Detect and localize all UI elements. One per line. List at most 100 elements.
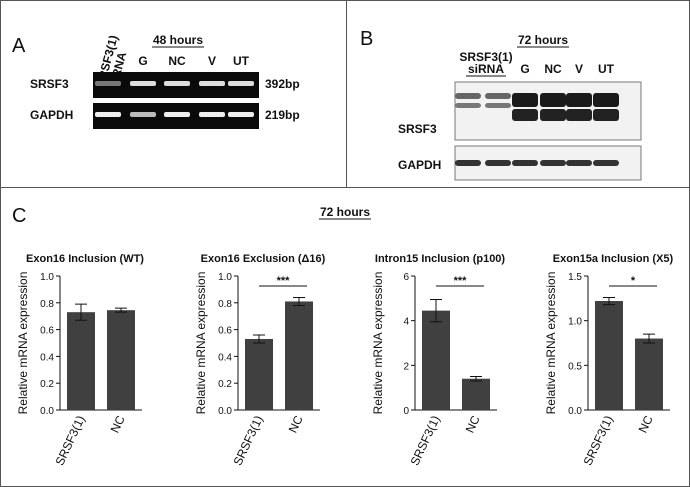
- error-bar: [75, 303, 87, 321]
- band: [593, 109, 619, 121]
- band: [485, 93, 511, 99]
- bar: [595, 301, 623, 410]
- y-tick-label: 0.0: [218, 406, 232, 417]
- bands: [455, 93, 619, 166]
- y-tick-label: 2: [403, 361, 409, 372]
- y-tick-label: 0.8: [40, 299, 54, 310]
- y-tick-label: 1.5: [568, 272, 582, 283]
- band: [164, 112, 190, 117]
- error-bar: [115, 307, 127, 313]
- band: [228, 112, 254, 117]
- y-tick-label: 0.2: [40, 379, 54, 390]
- x-tick-label: NC: [286, 413, 306, 435]
- band: [199, 112, 225, 117]
- lane-label: UT: [598, 62, 615, 76]
- band: [540, 160, 566, 166]
- band: [455, 93, 481, 99]
- lane-label: NC: [168, 54, 186, 68]
- band: [95, 112, 121, 117]
- y-tick-label: 0.4: [40, 352, 54, 363]
- lane-label: SRSF3(1): [459, 50, 512, 64]
- lane-label: V: [208, 54, 216, 68]
- y-tick-label: 0.2: [218, 379, 232, 390]
- lane-label: G: [520, 62, 529, 76]
- y-axis-label: Relative mRNA expression: [371, 272, 385, 415]
- band: [485, 160, 511, 166]
- chart-title: Exon15a Inclusion (X5): [553, 253, 674, 265]
- y-tick-label: 0.8: [218, 299, 232, 310]
- significance-label: *: [631, 275, 636, 287]
- panel-label: C: [12, 205, 26, 227]
- band: [593, 93, 619, 107]
- lane-label: NC: [544, 62, 562, 76]
- error-bar: [430, 298, 442, 323]
- bar: [67, 312, 95, 410]
- panel-label: B: [360, 28, 373, 50]
- chart-title: Intron15 Inclusion (p100): [375, 253, 506, 265]
- y-tick-label: 0.0: [40, 406, 54, 417]
- y-axis-label: Relative mRNA expression: [194, 272, 208, 415]
- y-tick-label: 0.6: [40, 326, 54, 337]
- bar: [107, 310, 135, 410]
- row-label: SRSF3: [30, 77, 69, 91]
- error-bar: [293, 296, 305, 306]
- band: [95, 81, 121, 86]
- x-tick-label: NC: [108, 413, 128, 435]
- lane-label: G: [138, 54, 147, 68]
- charts: Exon16 Inclusion (WT) Relative mRNA expre…: [16, 253, 674, 468]
- panel-title: 72 hours: [320, 205, 370, 219]
- y-tick-label: 0.5: [568, 361, 582, 372]
- y-tick-label: 0.4: [218, 352, 232, 363]
- band: [455, 103, 481, 108]
- row-label: GAPDH: [398, 158, 441, 172]
- y-axis-label: Relative mRNA expression: [16, 272, 30, 415]
- bar: [462, 378, 490, 410]
- bar: [245, 338, 273, 410]
- y-tick-label: 0.0: [568, 406, 582, 417]
- row-label: GAPDH: [30, 108, 73, 122]
- size-label: 392bp: [265, 77, 300, 91]
- band: [512, 93, 538, 107]
- chart-title: Exon16 Exclusion (Δ16): [201, 253, 326, 265]
- lane-label: V: [575, 62, 583, 76]
- bar: [422, 310, 450, 410]
- lane-label: UT: [233, 54, 250, 68]
- band: [566, 109, 592, 121]
- panel-title: 72 hours: [518, 33, 568, 47]
- band: [593, 160, 619, 166]
- band: [228, 81, 254, 86]
- y-tick-label: 0.6: [218, 326, 232, 337]
- y-tick-label: 0: [403, 406, 409, 417]
- y-tick-label: 1.0: [568, 317, 582, 328]
- band: [512, 109, 538, 121]
- panel-title: 48 hours: [153, 33, 203, 47]
- band: [130, 81, 156, 86]
- bands: [95, 81, 254, 117]
- significance-label: ***: [277, 275, 291, 287]
- size-label: 219bp: [265, 108, 300, 122]
- chart-title: Exon16 Inclusion (WT): [26, 253, 144, 265]
- x-tick-label: NC: [636, 413, 656, 435]
- band: [199, 81, 225, 86]
- y-tick-label: 6: [403, 272, 409, 283]
- x-tick-label: NC: [463, 413, 483, 435]
- band: [164, 81, 190, 86]
- y-axis-label: Relative mRNA expression: [544, 272, 558, 415]
- band: [540, 93, 566, 107]
- band: [566, 93, 592, 107]
- error-bar: [643, 333, 655, 344]
- y-tick-label: 4: [403, 317, 409, 328]
- error-bar: [253, 334, 265, 344]
- error-bar: [603, 296, 615, 306]
- error-bar: [470, 376, 482, 382]
- panel-label: A: [12, 35, 26, 57]
- bar: [635, 338, 663, 410]
- band: [540, 109, 566, 121]
- band: [485, 103, 511, 108]
- row-label: SRSF3: [398, 122, 437, 136]
- y-tick-label: 1.0: [40, 272, 54, 283]
- band: [130, 112, 156, 117]
- band: [512, 160, 538, 166]
- band: [566, 160, 592, 166]
